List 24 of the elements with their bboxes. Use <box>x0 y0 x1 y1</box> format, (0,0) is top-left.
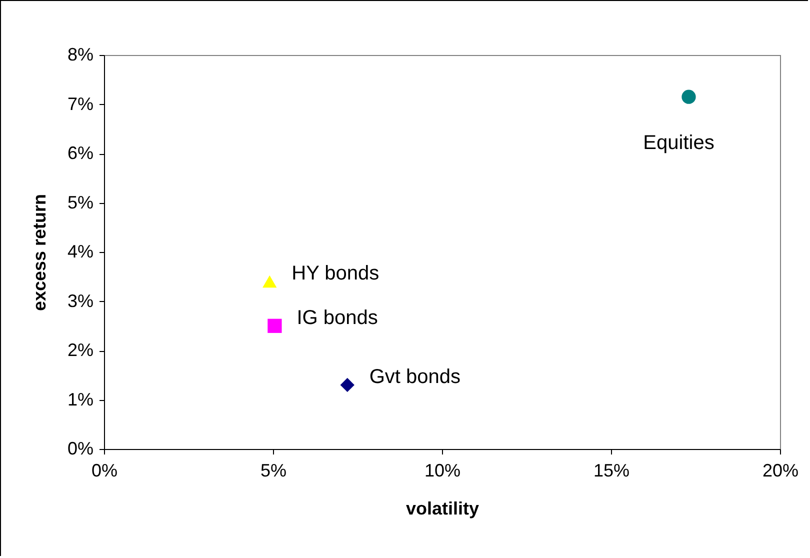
y-tick-label: 3% <box>67 290 94 311</box>
series-label: IG bonds <box>296 306 378 329</box>
x-tick-label: 15% <box>593 460 630 480</box>
x-axis-title: volatility <box>406 498 480 518</box>
point <box>340 378 354 392</box>
y-tick-label: 8% <box>67 44 94 64</box>
series-label: Gvt bonds <box>369 366 461 388</box>
x-tick-label: 0% <box>91 460 118 480</box>
point <box>262 275 277 288</box>
point <box>682 90 696 104</box>
y-tick-label: 4% <box>67 242 94 262</box>
series-label: HY bonds <box>292 262 380 285</box>
x-tick-label: 10% <box>424 460 461 480</box>
x-tick-label: 5% <box>260 460 287 480</box>
y-tick-label: 1% <box>67 389 94 410</box>
y-tick-label: 5% <box>67 192 94 212</box>
y-axis-title: excess return <box>29 194 50 312</box>
series-label: Equities <box>643 132 714 154</box>
x-tick-label: 20% <box>762 460 799 480</box>
y-tick-label: 7% <box>67 94 94 114</box>
y-tick-label: 2% <box>67 340 94 360</box>
point <box>268 318 282 333</box>
y-tick-label: 6% <box>67 143 94 163</box>
y-tick-label: 0% <box>67 438 94 458</box>
